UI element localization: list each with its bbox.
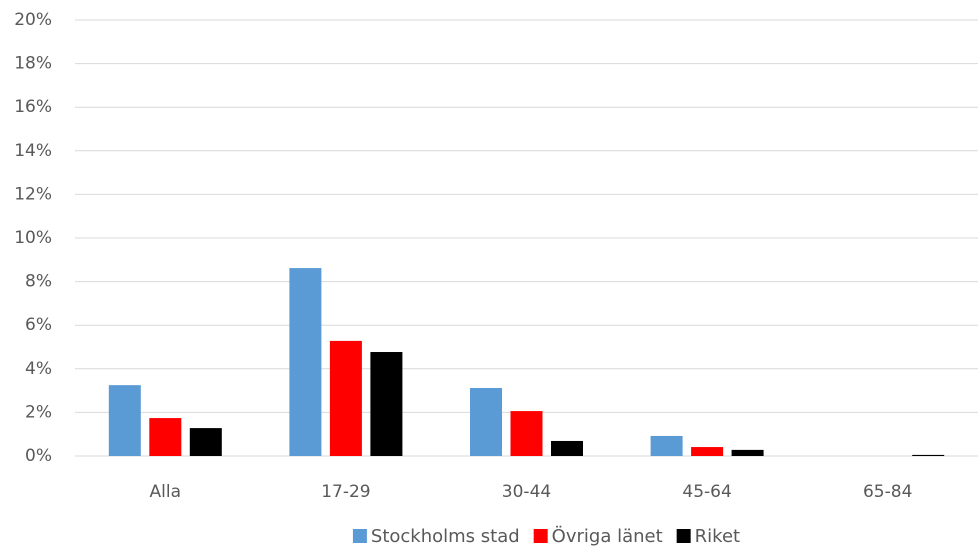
bar [691,447,724,456]
y-tick-label: 10% [14,228,52,248]
bar [650,435,683,456]
bar [329,340,362,456]
y-tick-label: 4% [25,359,52,379]
y-tick-label: 0% [25,446,52,466]
legend-swatch [352,529,367,543]
legend-swatch [533,529,548,543]
bar [551,440,583,456]
legend-swatch [676,529,691,543]
y-tick-label: 12% [14,184,52,204]
legend-label: Stockholms stad [371,526,520,547]
y-tick-label: 20% [14,10,52,30]
bar [108,385,141,456]
x-tick-label: 45-64 [682,482,731,502]
bar [912,454,945,456]
bar [189,428,222,456]
y-tick-label: 14% [14,141,52,161]
y-tick-label: 6% [25,315,52,335]
y-tick-label: 18% [14,54,52,74]
x-tick-label: 65-84 [863,482,912,502]
y-tick-label: 8% [25,272,52,292]
y-tick-label: 16% [14,97,52,117]
y-tick-label: 2% [25,402,52,422]
x-tick-label: Alla [150,482,182,502]
bar [289,268,322,456]
bar [510,411,543,456]
x-tick-label: 17-29 [321,482,370,502]
bar [149,418,182,456]
bar [731,449,764,456]
legend-label: Övriga länet [552,525,663,547]
x-tick-label: 30-44 [502,482,551,502]
legend-label: Riket [695,526,740,547]
bar [470,387,502,456]
bar [370,352,403,456]
